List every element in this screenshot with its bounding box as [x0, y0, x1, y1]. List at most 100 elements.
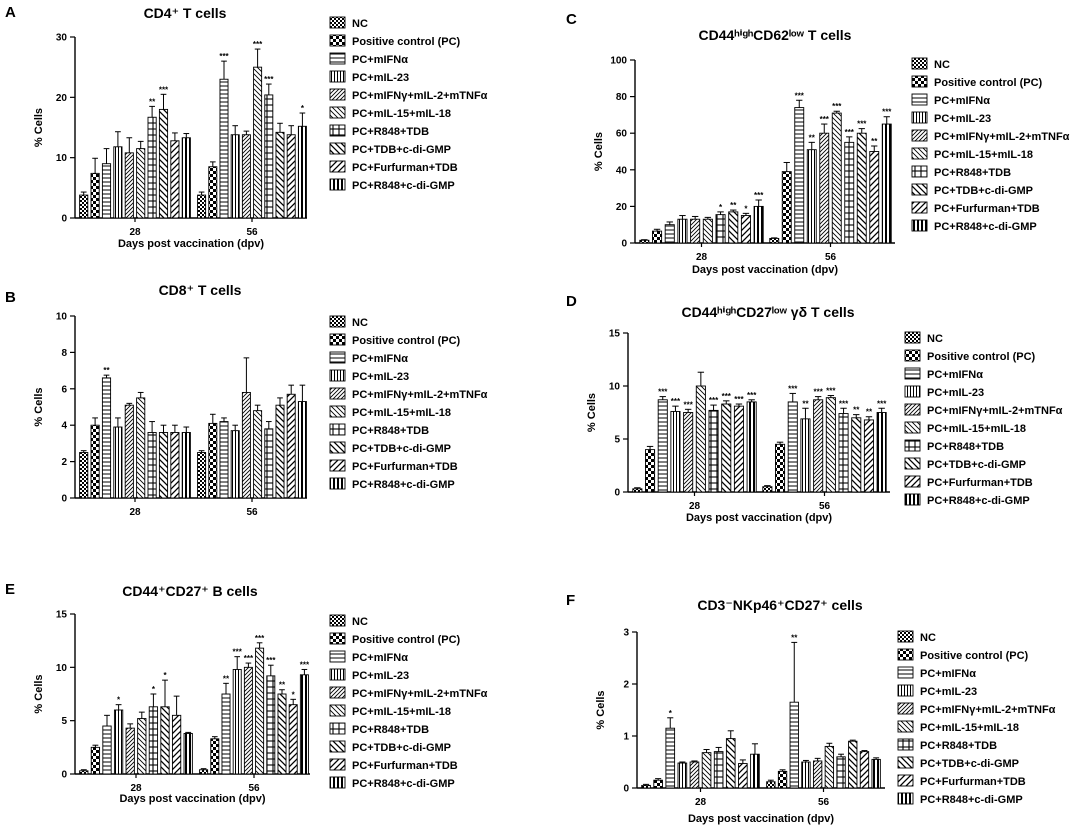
legend-label: PC+R848+c-di-GMP — [920, 794, 1023, 806]
panel-c-title: CD44ʰⁱᵍʰCD62ˡᵒʷ T cells — [699, 27, 852, 43]
bar — [733, 405, 744, 493]
bar — [715, 214, 726, 244]
legend-swatch — [329, 441, 346, 454]
legend-swatch — [904, 421, 921, 434]
y-tick-label: 10 — [56, 153, 68, 164]
bar — [695, 385, 706, 493]
legend-swatch — [329, 632, 346, 645]
legend-label: PC+mIL-23 — [352, 670, 409, 682]
bar — [740, 215, 751, 244]
significance-label: ** — [103, 366, 110, 375]
legend-label: PC+R848+TDB — [927, 441, 1004, 453]
significance-label: ** — [802, 399, 809, 408]
bar — [101, 163, 112, 219]
bar — [762, 486, 773, 493]
significance-label: ** — [791, 633, 798, 642]
legend-label: PC+R848+c-di-GMP — [352, 479, 455, 491]
legend-swatch — [897, 684, 914, 697]
bar — [197, 452, 207, 499]
bar — [871, 758, 881, 789]
legend-label: PC+mIL-23 — [920, 686, 977, 698]
legend-swatch — [911, 219, 928, 232]
bar — [241, 134, 251, 219]
y-tick-label: 20 — [56, 93, 68, 104]
bar — [753, 205, 764, 244]
y-tick-label: 0 — [61, 494, 67, 505]
significance-label: *** — [826, 387, 836, 396]
y-axis-label: % Cells — [586, 393, 598, 432]
legend-swatch — [329, 106, 346, 119]
bar — [79, 194, 89, 219]
legend-swatch — [911, 183, 928, 196]
bar — [90, 746, 101, 775]
legend-swatch — [329, 387, 346, 400]
significance-label: *** — [734, 395, 744, 404]
legend-label: PC+mIL-15+mIL-18 — [927, 423, 1026, 435]
significance-label: *** — [671, 397, 681, 406]
x-tick-label: 28 — [695, 797, 707, 808]
bar — [657, 399, 668, 493]
legend-swatch — [329, 423, 346, 436]
y-axis-label: % Cells — [33, 108, 45, 147]
y-axis-label: % Cells — [595, 690, 607, 729]
bar — [801, 761, 811, 789]
significance-label: * — [152, 685, 156, 694]
x-axis-label: Days post vaccination (dpv) — [686, 512, 832, 524]
legend-label: PC+mIFNγ+mIL-2+mTNFα — [934, 131, 1070, 143]
y-tick-label: 5 — [614, 435, 620, 446]
bar — [288, 704, 298, 775]
bar — [789, 701, 799, 789]
bar — [859, 751, 870, 789]
significance-label: *** — [813, 388, 823, 397]
legend-swatch — [904, 385, 921, 398]
significance-label: *** — [857, 120, 867, 129]
x-tick-label: 56 — [818, 797, 830, 808]
panel-letter-b: B — [5, 289, 16, 306]
bar — [813, 399, 824, 493]
x-axis-label: Days post vaccination (dpv) — [118, 238, 264, 250]
legend-swatch — [329, 333, 346, 346]
legend-swatch — [911, 129, 928, 142]
bar — [79, 452, 89, 499]
bar — [838, 413, 849, 493]
bar — [170, 432, 180, 499]
y-tick-label: 4 — [61, 421, 67, 432]
bar — [670, 410, 681, 493]
bar — [171, 714, 182, 775]
bar — [653, 779, 663, 789]
legend-swatch — [329, 34, 346, 47]
legend-label: PC+R848+TDB — [352, 724, 429, 736]
bar — [677, 762, 688, 789]
legend-label: Positive control (PC) — [352, 634, 461, 646]
bar — [689, 761, 700, 789]
y-tick-label: 0 — [61, 770, 67, 781]
significance-label: * — [301, 104, 305, 113]
significance-label: ** — [730, 201, 737, 210]
panel-d-title: CD44ʰⁱᵍʰCD27ˡᵒʷ γδ T cells — [681, 304, 854, 320]
bar — [79, 770, 89, 775]
significance-label: ** — [223, 674, 230, 683]
legend-swatch — [329, 315, 346, 328]
bar — [665, 727, 676, 789]
legend-swatch — [897, 666, 914, 679]
significance-label: *** — [300, 660, 310, 669]
bar — [253, 410, 263, 499]
significance-label: * — [719, 203, 723, 212]
significance-label: *** — [788, 384, 798, 393]
legend-swatch — [329, 650, 346, 663]
legend-swatch — [329, 614, 346, 627]
panel-c: C CD44ʰⁱᵍʰCD62ˡᵒʷ T cells 0 20 40 60 80 100 % … — [566, 11, 1070, 276]
y-axis-label: % Cells — [33, 387, 45, 426]
bar — [690, 218, 701, 244]
bar — [170, 140, 180, 219]
y-tick-label: 40 — [616, 165, 628, 176]
legend-swatch — [329, 704, 346, 717]
legend-swatch — [904, 403, 921, 416]
legend-swatch — [904, 439, 921, 452]
bar — [264, 428, 274, 499]
bar — [158, 108, 169, 219]
bar — [721, 403, 732, 493]
legend-label: PC+Furfurman+TDB — [352, 162, 458, 174]
